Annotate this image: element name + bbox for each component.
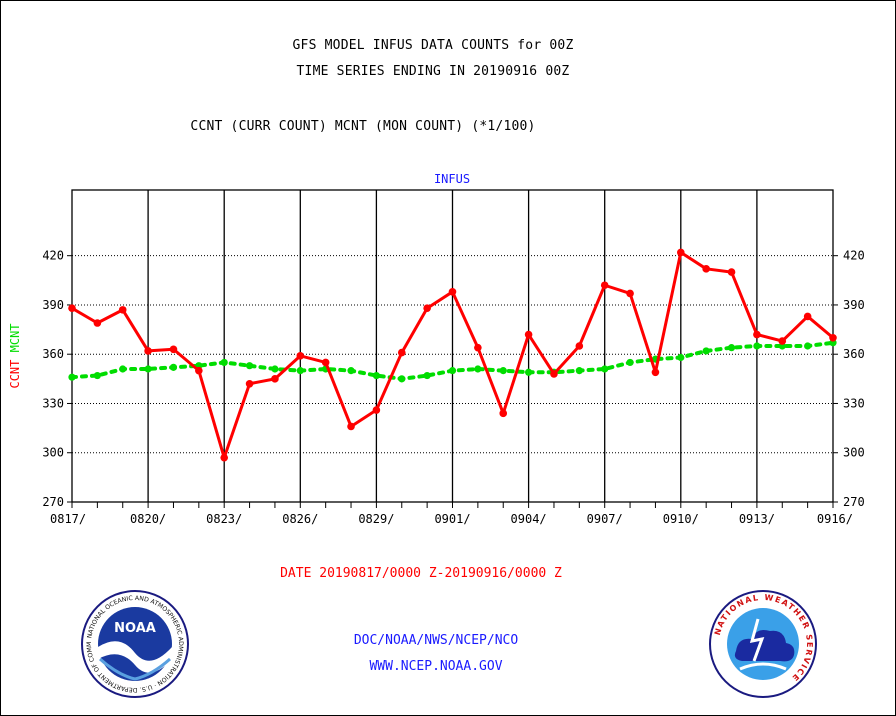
credit-url[interactable]: WWW.NCEP.NOAA.GOV <box>369 659 503 674</box>
data-point-mcnt <box>245 362 254 370</box>
data-point-mcnt <box>448 367 457 375</box>
data-point-mcnt <box>372 371 380 380</box>
y-axis-label: CCNT MCNT <box>8 323 22 388</box>
noaa-logo-text: NOAA <box>114 621 156 636</box>
data-point-ccnt <box>347 422 355 431</box>
labels-layer: 270 270 300 300 330 330 360 360 390 390 420 420 0817… <box>8 249 865 526</box>
data-point-mcnt <box>93 371 101 380</box>
chart-title-line-2: TIME SERIES ENDING IN 20190916 00Z <box>296 64 570 79</box>
x-tick-label: 0826/ <box>282 512 318 526</box>
chart-title-line-3: CCNT (CURR COUNT) MCNT (MON COUNT) (*1/1… <box>190 119 536 134</box>
x-tick-label: 0907/ <box>587 512 623 526</box>
panel-title-text: INFUS <box>433 172 471 186</box>
data-point-ccnt <box>144 347 152 355</box>
data-point-ccnt <box>448 288 457 296</box>
nws-logo-icon: NATIONAL WEATHER SERVICE <box>709 590 817 698</box>
data-point-ccnt <box>169 345 178 354</box>
x-tick-label: 0820/ <box>130 512 166 526</box>
y-tick-label-left: 390 <box>42 298 64 312</box>
data-point-ccnt <box>423 304 431 313</box>
data-point-ccnt <box>499 409 508 418</box>
credit-org: DOC/NOAA/NWS/NCEP/NCO <box>353 633 519 648</box>
data-point-mcnt <box>474 365 482 373</box>
data-point-ccnt <box>600 281 609 290</box>
data-point-ccnt <box>550 370 558 378</box>
y-tick-label-left: 360 <box>42 347 64 361</box>
data-point-mcnt <box>271 365 279 373</box>
y-tick-label-right: 330 <box>843 396 865 410</box>
x-tick-label: 0916/ <box>817 512 853 526</box>
data-point-ccnt <box>778 337 787 345</box>
y-tick-label-right: 420 <box>843 249 865 263</box>
data-point-ccnt <box>524 330 533 339</box>
y-tick-label-left: 330 <box>42 396 64 410</box>
data-point-ccnt <box>271 375 279 383</box>
data-point-mcnt <box>626 358 634 367</box>
data-point-ccnt <box>93 319 102 327</box>
data-point-ccnt <box>245 379 254 388</box>
x-tick-label: 0904/ <box>511 512 547 526</box>
noaa-logo-icon: NOAA NATIONAL OCEANIC AND ATMOSPHERIC AD… <box>80 589 189 698</box>
data-point-ccnt <box>702 265 710 273</box>
data-point-ccnt <box>803 312 812 321</box>
data-point-ccnt <box>220 453 228 462</box>
data-point-mcnt <box>398 375 406 383</box>
grid-layer <box>72 190 833 502</box>
date-range-label: DATE 20190817/0000 Z-20190916/0000 Z <box>280 566 562 581</box>
data-point-mcnt <box>144 365 152 373</box>
data-point-mcnt <box>119 365 127 373</box>
series-layer <box>68 248 837 462</box>
data-point-mcnt <box>575 367 583 375</box>
data-point-mcnt <box>347 367 355 375</box>
x-tick-label: 0901/ <box>434 512 470 526</box>
data-point-mcnt <box>220 358 228 367</box>
data-point-ccnt <box>753 330 761 339</box>
y-tick-label-right: 390 <box>843 298 865 312</box>
data-point-ccnt <box>195 366 203 375</box>
data-point-mcnt <box>601 365 609 373</box>
data-point-ccnt <box>296 352 305 360</box>
data-point-ccnt <box>651 368 660 377</box>
data-point-mcnt <box>499 367 507 375</box>
x-tick-label: 0829/ <box>358 512 394 526</box>
x-tick-label: 0910/ <box>663 512 699 526</box>
y-tick-label-left: 270 <box>42 495 64 509</box>
panel-title: INFUS <box>0 172 896 186</box>
data-point-ccnt <box>321 358 330 367</box>
data-point-ccnt <box>575 342 584 350</box>
y-tick-label-right: 300 <box>843 446 865 460</box>
data-point-ccnt <box>68 304 76 313</box>
data-point-mcnt <box>804 342 812 350</box>
data-point-ccnt <box>397 348 406 357</box>
data-point-ccnt <box>727 268 736 276</box>
data-point-mcnt <box>753 342 761 350</box>
data-point-ccnt <box>829 333 837 342</box>
x-tick-label: 0913/ <box>739 512 775 526</box>
y-axis-label-ccnt: CCNT <box>8 360 22 389</box>
y-axis-label-mcnt: MCNT <box>8 323 22 359</box>
data-point-mcnt <box>727 344 736 352</box>
data-point-mcnt <box>525 368 533 376</box>
data-point-mcnt <box>677 353 685 362</box>
chart-title-line-1: GFS MODEL INFUS DATA COUNTS for 00Z <box>292 38 574 53</box>
data-point-ccnt <box>372 406 381 414</box>
data-point-mcnt <box>702 347 710 355</box>
y-tick-label-left: 300 <box>42 446 64 460</box>
data-point-ccnt <box>626 289 634 298</box>
data-point-ccnt <box>474 343 482 352</box>
data-point-mcnt <box>68 373 76 381</box>
data-point-mcnt <box>169 363 178 371</box>
y-tick-label-left: 420 <box>42 249 64 263</box>
x-tick-label: 0817/ <box>50 512 86 526</box>
data-point-mcnt <box>423 371 431 380</box>
data-point-mcnt <box>296 367 304 375</box>
y-tick-label-right: 360 <box>843 347 865 361</box>
data-point-ccnt <box>118 306 127 314</box>
data-point-ccnt <box>677 248 685 257</box>
y-tick-label-right: 270 <box>843 495 865 509</box>
x-tick-label: 0823/ <box>206 512 242 526</box>
